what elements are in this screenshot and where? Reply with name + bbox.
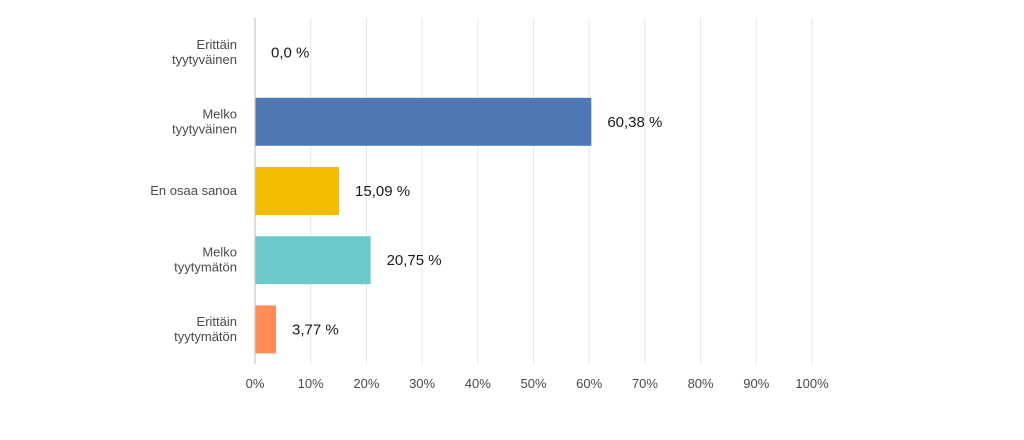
x-tick-label: 0% [246, 376, 265, 391]
x-tick-label: 10% [298, 376, 324, 391]
data-label: 15,09 % [355, 183, 410, 200]
category-label: tyytyväinen [172, 121, 237, 136]
x-tick-label: 40% [465, 376, 491, 391]
category-label: En osaa sanoa [150, 183, 238, 198]
bars [255, 97, 592, 354]
x-tick-label: 30% [409, 376, 435, 391]
x-tick-label: 70% [632, 376, 658, 391]
x-tick-label: 90% [743, 376, 769, 391]
x-axis-tick-labels: 0% 10% 20% 30% 40% 50% 60% 70% 80% 90% 100% [246, 376, 829, 391]
x-tick-label: 50% [520, 376, 546, 391]
category-label: tyytymätön [174, 260, 237, 275]
category-label: Melko [202, 245, 237, 260]
x-tick-label: 100% [795, 376, 829, 391]
category-label: Erittäin [197, 37, 237, 52]
data-label: 0,0 % [271, 45, 309, 62]
category-label: Melko [202, 106, 237, 121]
category-label: tyytyväinen [172, 52, 237, 67]
data-labels: 0,0 % 60,38 % 15,09 % 20,75 % 3,77 % [271, 45, 662, 339]
data-label: 60,38 % [607, 114, 662, 131]
bar [255, 236, 371, 285]
bar [255, 167, 340, 215]
category-label: tyytymätön [174, 329, 237, 344]
bar [255, 97, 592, 146]
x-tick-label: 60% [576, 376, 602, 391]
x-tick-label: 20% [353, 376, 379, 391]
grid [310, 18, 813, 364]
category-label: Erittäin [197, 314, 237, 329]
x-tick-label: 80% [688, 376, 714, 391]
bar [255, 305, 276, 354]
data-label: 20,75 % [387, 252, 442, 269]
data-label: 3,77 % [292, 321, 339, 338]
